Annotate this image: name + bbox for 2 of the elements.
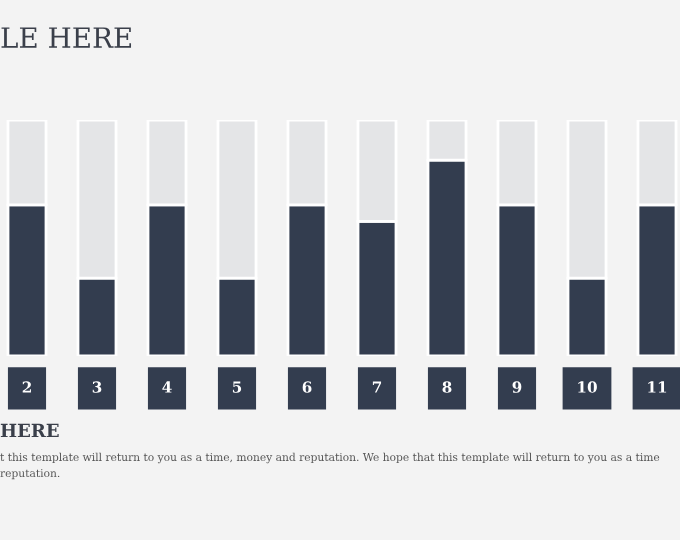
chart-title: LE HERE: [1, 27, 132, 48]
text: HERE: [0, 423, 59, 437]
